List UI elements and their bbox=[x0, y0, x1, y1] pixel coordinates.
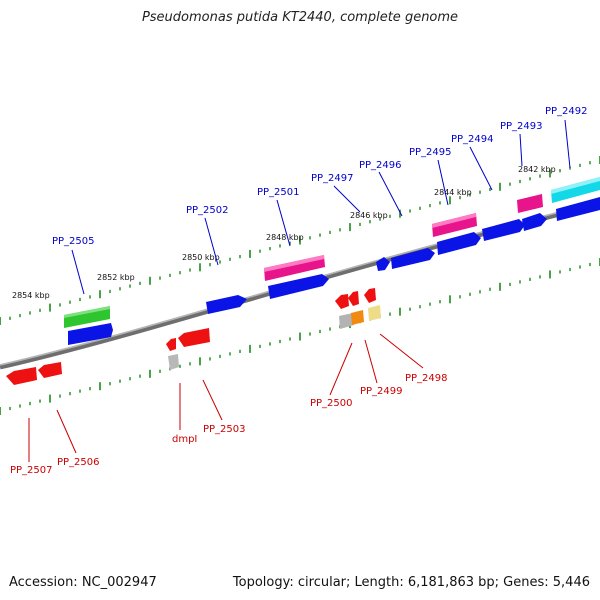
label-pp2495[interactable]: PP_2495 bbox=[409, 147, 452, 158]
gene-pp2498-khaki[interactable] bbox=[368, 305, 381, 321]
label-pp2502[interactable]: PP_2502 bbox=[186, 205, 229, 216]
label-pp2506[interactable]: PP_2506 bbox=[57, 457, 100, 468]
label-pp2499[interactable]: PP_2499 bbox=[360, 386, 403, 397]
map-title: Pseudomonas putida KT2440, complete geno… bbox=[141, 10, 459, 25]
gene-pp2505-blue[interactable] bbox=[68, 323, 113, 345]
kbp-label-2850: 2850 kbp bbox=[182, 253, 220, 262]
kbp-label-2852: 2852 kbp bbox=[97, 273, 135, 282]
gene-pp2492-blue[interactable] bbox=[556, 197, 600, 221]
gene-pp2499-red[interactable] bbox=[364, 288, 376, 303]
label-pp2498[interactable]: PP_2498 bbox=[405, 373, 448, 384]
gene-dmpi-gray bbox=[168, 354, 179, 370]
gene-pp2499-orange[interactable] bbox=[351, 310, 364, 325]
label-pp2494[interactable]: PP_2494 bbox=[451, 134, 494, 145]
kbp-label-2854: 2854 kbp bbox=[12, 291, 50, 300]
gene-pp2505-green[interactable] bbox=[64, 306, 110, 328]
kbp-label-2846: 2846 kbp bbox=[350, 211, 388, 220]
label-pp2505[interactable]: PP_2505 bbox=[52, 236, 95, 247]
label-pp2500[interactable]: PP_2500 bbox=[310, 398, 353, 409]
gene-pp2503[interactable] bbox=[178, 328, 210, 347]
gene-pp2500-red-b[interactable] bbox=[348, 291, 359, 306]
label-pp2493[interactable]: PP_2493 bbox=[500, 121, 543, 132]
gene-pp2496[interactable] bbox=[391, 248, 435, 269]
gene-pp2492-cyan-highlight bbox=[551, 177, 600, 194]
label-pp2496[interactable]: PP_2496 bbox=[359, 160, 402, 171]
gene-pp2493-blue[interactable] bbox=[522, 213, 547, 231]
reverse-leader-lines bbox=[28, 333, 424, 462]
accession-text: Accession: NC_002947 bbox=[9, 575, 157, 590]
kbp-label-2844: 2844 kbp bbox=[434, 188, 472, 197]
gene-pp2501-pink-highlight bbox=[264, 255, 324, 272]
gene-pp2497[interactable] bbox=[376, 257, 390, 271]
label-pp2507[interactable]: PP_2507 bbox=[10, 465, 53, 476]
gene-pp2505-green-highlight bbox=[64, 306, 110, 318]
gene-pp2502[interactable] bbox=[206, 295, 247, 314]
reverse-scale-track bbox=[0, 258, 600, 415]
forward-gene-labels: PP_2505 PP_2502 PP_2501 PP_2497 PP_2496 … bbox=[52, 106, 588, 247]
label-pp2503[interactable]: PP_2503 bbox=[203, 424, 246, 435]
gene-pp2495-blue[interactable] bbox=[437, 232, 481, 255]
gene-pp2495-pink-highlight bbox=[432, 213, 476, 228]
gene-pp2494[interactable] bbox=[482, 219, 525, 241]
label-pp2492[interactable]: PP_2492 bbox=[545, 106, 588, 117]
forward-gene-features bbox=[64, 177, 600, 345]
forward-scale-track bbox=[0, 156, 600, 325]
forward-leader-lines bbox=[71, 119, 571, 295]
gene-pp2500-red-a[interactable] bbox=[335, 294, 349, 309]
gene-pp2501-blue[interactable] bbox=[268, 274, 329, 299]
gene-pp2507[interactable] bbox=[6, 367, 37, 385]
gene-pp2500-gray[interactable] bbox=[339, 313, 354, 329]
reverse-gene-features bbox=[6, 288, 381, 385]
reverse-gene-labels: PP_2507 PP_2506 dmpI PP_2503 PP_2500 PP_… bbox=[10, 373, 448, 476]
genome-summary-text: Topology: circular; Length: 6,181,863 bp… bbox=[232, 575, 590, 590]
kbp-label-2848: 2848 kbp bbox=[266, 233, 304, 242]
label-pp2497[interactable]: PP_2497 bbox=[311, 173, 354, 184]
kbp-label-2842: 2842 kbp bbox=[518, 165, 556, 174]
label-dmpi[interactable]: dmpI bbox=[172, 434, 197, 445]
label-pp2501[interactable]: PP_2501 bbox=[257, 187, 300, 198]
gene-pp2493-pink[interactable] bbox=[517, 194, 543, 213]
kbp-labels: 2854 kbp 2852 kbp 2850 kbp 2848 kbp 2846… bbox=[12, 165, 556, 300]
gene-pp2506[interactable] bbox=[38, 362, 62, 378]
gene-dmpi[interactable] bbox=[166, 338, 176, 351]
